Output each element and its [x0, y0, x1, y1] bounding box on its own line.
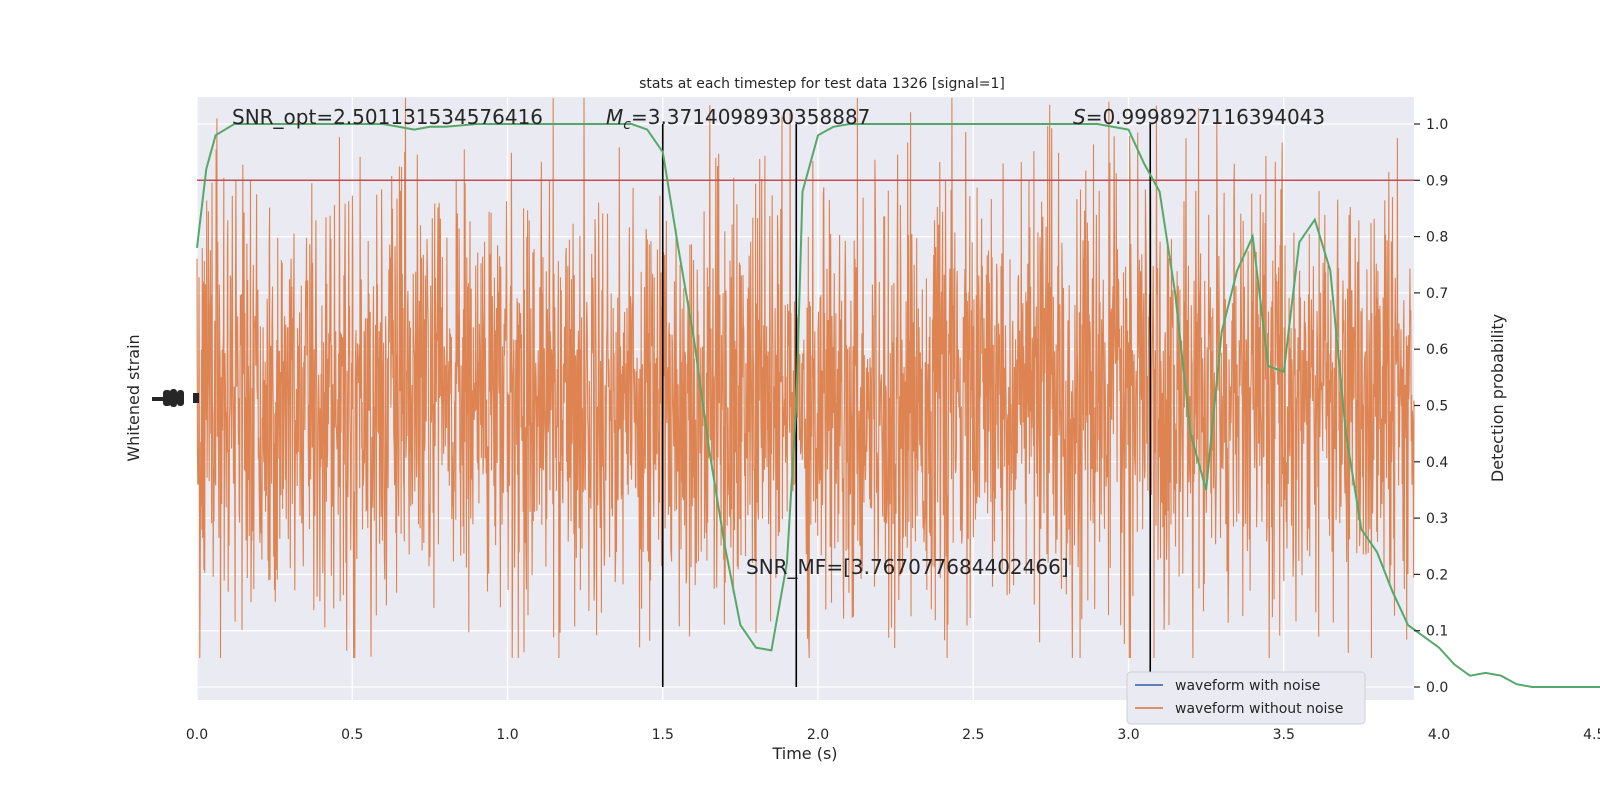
x-tick-label: 1.0 [496, 727, 518, 743]
x-axis-label: Time (s) [771, 744, 837, 763]
x-tick-label: 0.0 [186, 727, 208, 743]
y-tick-label: 0.2 [1426, 567, 1448, 583]
y-axis-right-ticks: 0.0 0.1 0.2 0.3 0.4 0.5 0.6 0.7 0.8 0.9 1.0 [1414, 117, 1448, 696]
x-tick-label: 2.0 [807, 727, 829, 743]
y-tick-label: 0.1 [1426, 624, 1448, 640]
waveform-without-noise-trace [196, 97, 1415, 659]
y-tick-label: 0.8 [1426, 230, 1448, 246]
annotation-chirp-mass: Mc=3.3714098930358887 [606, 105, 870, 133]
y-tick-label: 0.6 [1426, 342, 1448, 358]
y-tick-label: 0.9 [1426, 173, 1448, 189]
x-tick-label: 4.5 [1583, 727, 1600, 743]
y-axis-left-label: Whitened strain [124, 334, 143, 461]
y-tick-label: 0.0 [1426, 680, 1448, 696]
annotation-snr-mf: SNR_MF=[3.767077684402466] [746, 555, 1069, 579]
detection-probability-line [196, 123, 1600, 688]
annotation-snr-opt: SNR_opt=2.501131534576416 [232, 105, 543, 129]
y-tick-label: 0.4 [1426, 455, 1448, 471]
x-tick-label: 3.0 [1117, 727, 1139, 743]
legend: waveform with noise waveform without noi… [1126, 671, 1366, 725]
left-axis-tick-cluster [152, 389, 199, 407]
series-detection-probability [196, 123, 1600, 688]
y-axis-right-label: Detection probability [1488, 314, 1507, 482]
x-tick-label: 0.5 [341, 727, 363, 743]
legend-label-with-noise: waveform with noise [1175, 678, 1320, 694]
y-tick-label: 1.0 [1426, 117, 1448, 133]
series-waveform-without-noise [196, 97, 1415, 659]
x-tick-label: 3.5 [1273, 727, 1295, 743]
x-tick-label: 4.0 [1428, 727, 1450, 743]
y-tick-label: 0.5 [1426, 399, 1448, 415]
chart-title: stats at each timestep for test data 132… [639, 76, 1005, 92]
x-tick-label: 1.5 [652, 727, 674, 743]
x-axis-ticks: 0.00.51.01.52.02.53.03.54.04.55.05.56.06… [186, 727, 1600, 743]
y-tick-label: 0.7 [1426, 286, 1448, 302]
x-tick-label: 2.5 [962, 727, 984, 743]
annotation-s: S=0.9998927116394043 [1073, 105, 1325, 129]
legend-label-without-noise: waveform without noise [1175, 701, 1343, 717]
y-tick-label: 0.3 [1426, 511, 1448, 527]
